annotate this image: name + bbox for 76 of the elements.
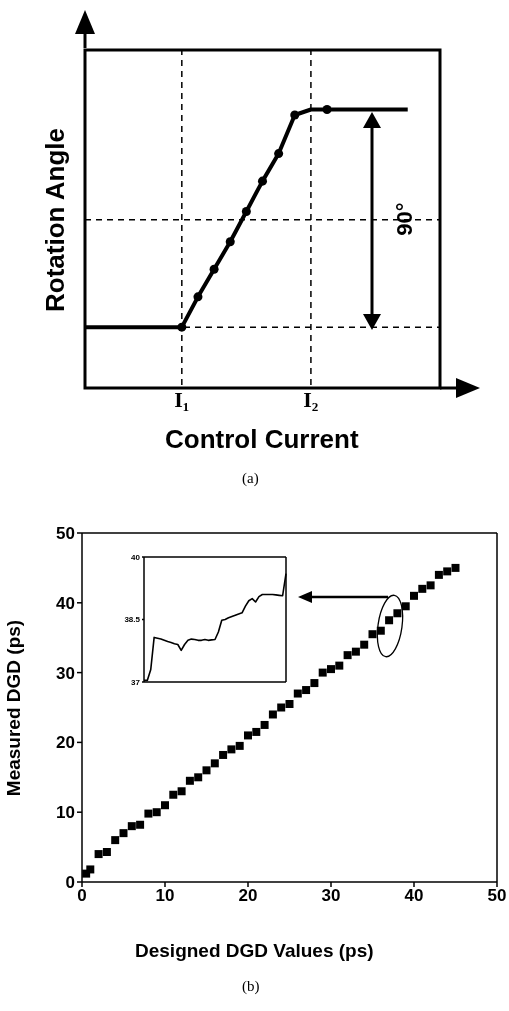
point <box>274 149 284 159</box>
x-tick-label: 50 <box>487 886 507 906</box>
x-axis-title: Control Current <box>165 424 359 455</box>
point <box>451 563 460 572</box>
point <box>318 668 327 677</box>
point <box>360 640 369 649</box>
point <box>161 801 169 810</box>
x-tick-label: I₂ <box>303 386 319 412</box>
point <box>257 176 268 186</box>
point <box>351 647 360 656</box>
point <box>327 665 335 674</box>
point <box>277 703 286 712</box>
x-axis-title: Designed DGD Values (ps) <box>135 940 374 962</box>
point <box>385 616 394 625</box>
point <box>227 745 236 754</box>
point <box>185 776 194 785</box>
y-tick-label: 38.5 <box>124 615 141 625</box>
point <box>177 322 187 332</box>
point <box>418 584 427 593</box>
x-tick-label: 40 <box>404 886 424 906</box>
y-tick-label: 10 <box>56 803 75 823</box>
y-tick-label: 30 <box>56 663 75 683</box>
y-tick-label: 37 <box>131 677 141 687</box>
text: (b) <box>242 978 260 995</box>
point <box>219 750 228 759</box>
point <box>322 105 332 115</box>
point <box>202 766 211 775</box>
point <box>410 591 418 600</box>
point <box>310 679 319 688</box>
point <box>260 720 269 729</box>
point <box>194 773 203 782</box>
y-tick-label: 40 <box>56 593 75 613</box>
y-tick-label: 50 <box>56 524 75 544</box>
point <box>210 759 219 768</box>
point <box>434 570 443 579</box>
y-tick-label: 20 <box>56 733 75 753</box>
y-tick-label: 0 <box>65 873 75 893</box>
point <box>426 581 435 590</box>
point <box>268 710 277 719</box>
point <box>177 787 186 796</box>
point <box>302 686 311 695</box>
point <box>368 630 377 639</box>
point <box>119 829 128 838</box>
point <box>241 206 251 216</box>
point <box>136 820 145 829</box>
point <box>144 809 153 818</box>
point <box>152 808 161 817</box>
x-tick-label: 10 <box>155 886 175 906</box>
point <box>225 237 235 247</box>
point <box>244 731 252 740</box>
point <box>252 727 261 736</box>
x-tick-label: 30 <box>321 886 341 906</box>
point <box>293 689 302 698</box>
point <box>290 110 300 120</box>
point <box>235 741 244 750</box>
point <box>401 602 410 611</box>
point <box>209 264 219 274</box>
annotation: 90° <box>391 202 418 236</box>
x-tick-label: 20 <box>238 886 258 906</box>
point <box>169 790 178 799</box>
text: (a) <box>242 470 259 487</box>
point <box>94 850 103 859</box>
point <box>343 651 352 660</box>
point <box>393 609 402 618</box>
point <box>127 822 136 831</box>
x-tick-label: I₁ <box>174 386 190 412</box>
y-axis-title: Measured DGD (ps) <box>3 619 25 797</box>
point <box>285 700 294 709</box>
y-tick-label: 40 <box>131 552 141 562</box>
point <box>111 836 120 845</box>
point <box>443 567 452 576</box>
point <box>193 292 203 302</box>
point <box>86 865 95 874</box>
point <box>335 661 344 670</box>
y-axis-title: Rotation Angle <box>39 128 71 312</box>
point <box>102 847 111 856</box>
